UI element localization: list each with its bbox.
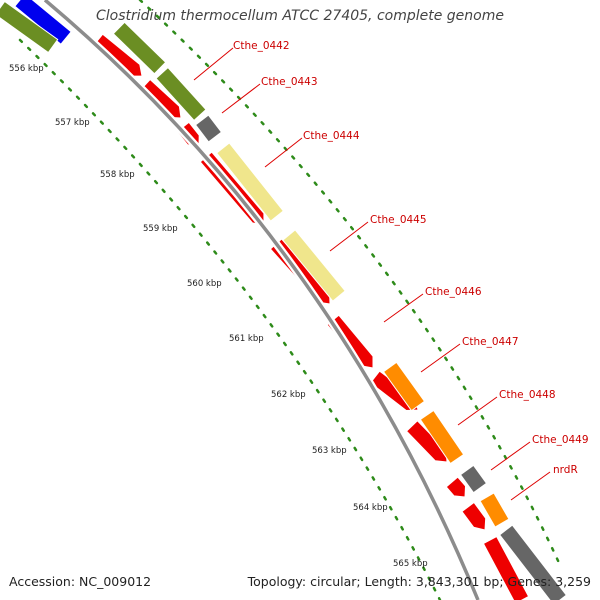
gene-feature-gray [459,464,488,494]
tick-label: 556 kbp [9,64,44,74]
tick-label: 559 kbp [143,224,178,234]
cds-feature [445,476,467,498]
gene-feature-gray [194,114,223,143]
gene-feature-khaki [215,142,285,222]
gene-label: Cthe_0444 [303,130,360,142]
gene-feature-orange [382,361,426,412]
callout-line [490,441,531,471]
genome-backbone-line [43,0,480,600]
callout-lines [193,47,551,501]
callout-line [329,221,369,252]
tick-label: 557 kbp [55,118,90,128]
gene-label: Cthe_0447 [462,336,519,348]
gene-label: Cthe_0449 [532,434,589,446]
gene-feature-olive [112,21,167,75]
gene-label: Cthe_0443 [261,76,318,88]
genome-backbone [42,0,482,600]
gene-feature-orange [419,409,465,465]
tick-label: 562 kbp [271,390,306,400]
cds-feature [461,501,487,531]
callout-line [383,293,424,323]
map-title: Clostridium thermocellum ATCC 27405, com… [96,8,504,24]
topology-summary: Topology: circular; Length: 3,843,301 bp… [247,574,591,589]
callout-line [510,471,551,501]
gene-features [0,0,568,600]
gene-feature-khaki [282,229,346,302]
accession-text: Accession: NC_009012 [9,574,152,589]
gene-label: Cthe_0445 [370,214,427,226]
tick-label: 563 kbp [312,446,347,456]
gene-feature-gray [498,524,568,600]
gene-label: Cthe_0442 [233,40,290,52]
tick-label: 561 kbp [229,334,264,344]
callout-line [221,83,261,114]
callout-line [264,137,303,168]
gene-label: nrdR [553,464,578,476]
callout-line [420,343,461,373]
tick-label: 560 kbp [187,279,222,289]
tick-label: 564 kbp [353,503,388,513]
gene-label: Cthe_0446 [425,286,482,298]
gene-feature-orange [479,492,510,528]
gene-feature-olive [155,66,207,122]
gene-feature-olive [0,0,59,54]
cds-feature [482,535,530,600]
tick-label: 565 kbp [393,559,428,569]
inner-dotted-ring [18,38,442,600]
callout-line [193,47,234,81]
outer-dotted-ring [138,0,562,567]
tick-label: 558 kbp [100,170,135,180]
callout-line [457,396,498,426]
gene-label: Cthe_0448 [499,389,556,401]
